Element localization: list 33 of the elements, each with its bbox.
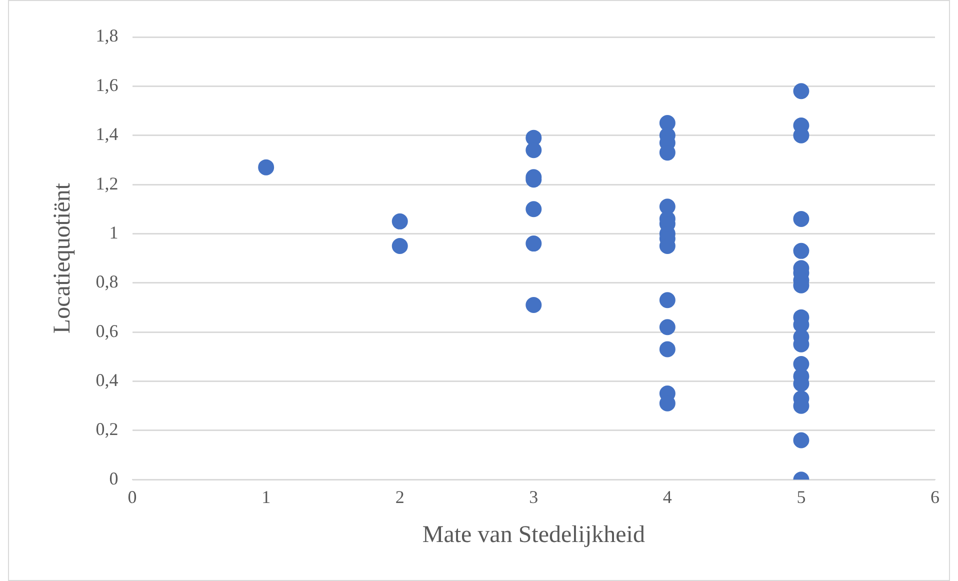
point [392, 213, 408, 230]
y-tick-label: 0,6 [96, 320, 118, 341]
point [659, 319, 676, 336]
point [526, 201, 542, 218]
point [392, 238, 408, 254]
y-tick-label: 0,4 [96, 370, 118, 390]
point [526, 142, 542, 158]
point [659, 341, 676, 358]
point [793, 242, 810, 259]
x-tick-label: 3 [529, 487, 538, 508]
x-tick-label: 1 [262, 487, 271, 508]
x-axis-title: Mate van Stedelijkheid [422, 522, 645, 548]
y-tick-label: 1,2 [96, 173, 118, 194]
y-tick-label: 0,2 [96, 419, 118, 440]
y-tick-label: 1,6 [96, 74, 118, 95]
x-tick-label: 5 [796, 487, 806, 508]
y-tick-label: 1,8 [96, 26, 118, 46]
point [793, 210, 810, 227]
point [526, 297, 542, 314]
point [659, 292, 676, 308]
point [258, 159, 274, 176]
point [793, 83, 810, 100]
y-tick-label: 1,4 [96, 124, 118, 144]
point [526, 236, 542, 252]
x-tick-label: 2 [395, 487, 404, 508]
y-tick-label: 1 [109, 222, 118, 242]
y-tick-label: 0 [109, 468, 118, 488]
y-axis-title: Locatiequotiënt [50, 182, 76, 334]
x-tick-label: 6 [930, 487, 940, 508]
y-tick-label: 0,8 [96, 272, 118, 292]
x-tick-label: 0 [128, 487, 137, 508]
point [793, 432, 810, 448]
x-tick-label: 4 [662, 487, 672, 508]
